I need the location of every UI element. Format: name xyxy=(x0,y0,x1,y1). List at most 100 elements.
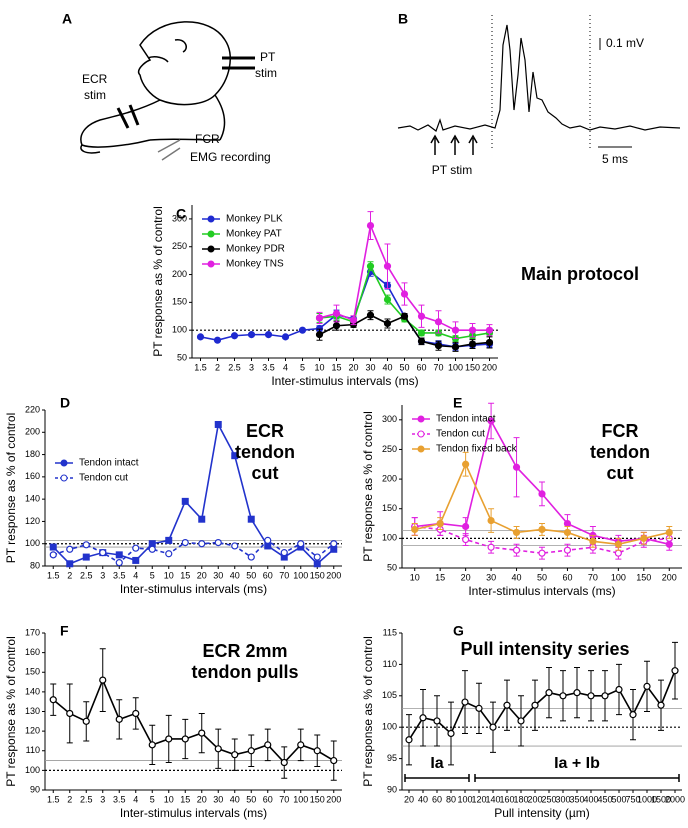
marker xyxy=(66,560,74,568)
y-tick-label: 150 xyxy=(172,297,187,307)
x-tick-label: 2000 xyxy=(665,794,685,804)
x-tick-label: 15 xyxy=(331,362,341,372)
marker xyxy=(451,326,460,334)
x-tick-label: 80 xyxy=(446,794,456,804)
x-tick-label: 120 xyxy=(471,794,486,804)
marker xyxy=(400,312,409,320)
x-tick-label: 20 xyxy=(404,794,414,804)
x-tick-label: 100 xyxy=(611,572,626,582)
legend-marker xyxy=(207,230,215,238)
x-tick-label: 200 xyxy=(527,794,542,804)
x-tick-label: 60 xyxy=(562,572,572,582)
x-tick-label: 300 xyxy=(555,794,570,804)
y-tick-label: 160 xyxy=(25,471,40,481)
x-axis-label: Inter-stimulus intervals (ms) xyxy=(120,582,267,596)
marker xyxy=(512,463,521,471)
ecr-stim-label: stim xyxy=(84,88,106,102)
marker xyxy=(82,541,90,549)
series-line xyxy=(414,525,670,555)
marker xyxy=(503,701,511,709)
y-tick-label: 250 xyxy=(172,241,187,251)
marker xyxy=(419,714,427,722)
marker xyxy=(451,343,460,351)
y-tick-label: 150 xyxy=(25,667,40,677)
y-axis-label: PT response as % of control xyxy=(4,413,18,564)
x-tick-label: 60 xyxy=(432,794,442,804)
marker xyxy=(99,549,107,557)
y-tick-label: 160 xyxy=(25,647,40,657)
x-tick-label: 15 xyxy=(180,570,190,580)
marker xyxy=(214,538,222,547)
marker xyxy=(563,546,572,554)
legend-marker xyxy=(207,260,215,268)
x-tick-label: 10 xyxy=(164,794,174,804)
x-axis-label: Inter-stimulus intervals (ms) xyxy=(271,374,418,388)
marker xyxy=(538,549,546,557)
marker xyxy=(132,544,140,552)
legend-label: Tendon cut xyxy=(436,429,485,440)
marker xyxy=(82,553,90,561)
panel-title: ECR xyxy=(246,421,284,441)
x-tick-label: 2 xyxy=(67,794,72,804)
legend-marker xyxy=(207,215,215,223)
marker xyxy=(281,333,290,341)
monkey-drawing xyxy=(80,21,231,154)
marker xyxy=(366,311,375,319)
marker xyxy=(462,460,470,468)
series-line xyxy=(408,670,676,741)
panel-letter: B xyxy=(398,11,408,27)
y-tick-label: 50 xyxy=(177,352,187,362)
x-tick-label: 1.5 xyxy=(47,794,60,804)
marker xyxy=(517,717,525,725)
legend-marker xyxy=(417,415,425,423)
legend-label: Monkey PDR xyxy=(226,244,285,255)
x-tick-label: 60 xyxy=(416,362,426,372)
marker xyxy=(349,316,358,324)
x-tick-label: 10 xyxy=(314,362,324,372)
marker xyxy=(264,741,272,749)
x-tick-label: 140 xyxy=(485,794,500,804)
marker xyxy=(417,312,426,320)
x-tick-label: 20 xyxy=(197,794,207,804)
y-tick-label: 50 xyxy=(387,562,397,572)
x-tick-label: 5 xyxy=(150,794,155,804)
marker xyxy=(247,747,255,755)
x-tick-label: 5 xyxy=(150,570,155,580)
marker xyxy=(198,729,206,737)
marker xyxy=(615,685,623,694)
marker xyxy=(132,556,140,564)
x-tick-label: 160 xyxy=(499,794,514,804)
y-tick-label: 170 xyxy=(25,627,40,637)
x-tick-label: 200 xyxy=(326,570,341,580)
panel-letter: C xyxy=(176,206,186,222)
x-tick-label: 4 xyxy=(283,362,288,372)
marker xyxy=(563,528,572,537)
marker xyxy=(165,536,173,544)
y-tick-label: 100 xyxy=(382,533,397,543)
recording-arrows xyxy=(157,139,181,161)
panel-title: tendon xyxy=(235,442,295,462)
marker xyxy=(405,736,413,744)
x-tick-label: 40 xyxy=(230,794,240,804)
y-tick-label: 105 xyxy=(382,690,397,700)
panel-title: FCR xyxy=(602,421,639,441)
x-axis-label: Inter-stimulus intervals (ms) xyxy=(120,806,267,820)
marker xyxy=(148,741,156,749)
panel-title: tendon xyxy=(590,442,650,462)
legend-label: Tendon fixed back xyxy=(436,444,518,455)
stim-arrows xyxy=(116,56,255,129)
y-tick-label: 95 xyxy=(387,753,397,763)
annotation-bracket xyxy=(474,774,680,782)
marker xyxy=(313,747,321,755)
marker xyxy=(49,543,57,551)
marker xyxy=(383,319,392,328)
marker xyxy=(487,516,495,525)
x-tick-label: 70 xyxy=(588,572,598,582)
x-tick-label: 3 xyxy=(100,794,105,804)
marker xyxy=(538,525,546,534)
marker xyxy=(264,331,273,339)
y-tick-label: 200 xyxy=(172,269,187,279)
x-tick-label: 30 xyxy=(213,570,223,580)
y-axis-label: PT response as % of control xyxy=(4,636,18,787)
marker xyxy=(165,735,173,743)
